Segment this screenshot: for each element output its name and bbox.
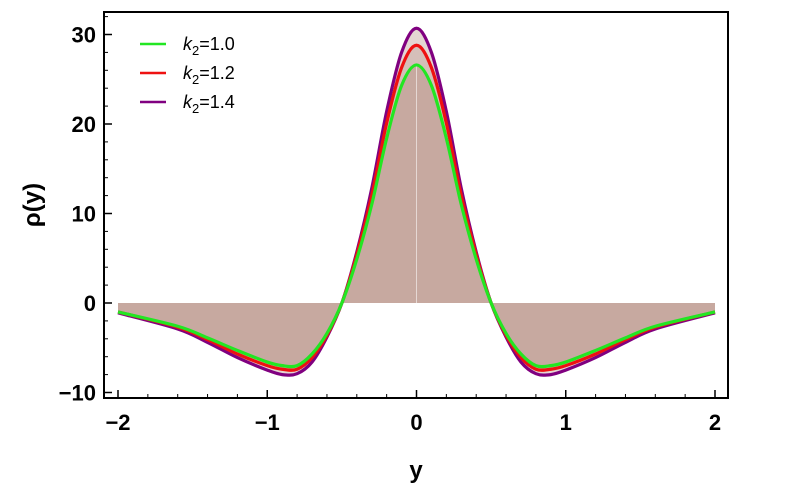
y-tick-label: 0	[84, 291, 96, 316]
y-axis-ticks: −10 0 10 20 30	[59, 16, 112, 406]
y-tick-label: 10	[72, 202, 96, 227]
x-axis-ticks: −2 −1 0 1 2	[105, 390, 721, 435]
legend-label-rest: =1.0	[199, 34, 235, 54]
x-tick-label: −1	[255, 410, 280, 435]
legend-label: k2=1.2	[183, 63, 235, 87]
y-tick-label: 30	[72, 23, 96, 48]
series-line-1-2	[117, 43, 716, 372]
x-tick-label: 1	[560, 410, 572, 435]
legend-label-sub: 2	[192, 101, 199, 116]
y-tick-label: 20	[72, 112, 96, 137]
y-tick-label: −10	[59, 381, 96, 406]
legend-label-sub: 2	[192, 43, 199, 58]
y-axis-label: ρ(y)	[19, 183, 46, 227]
x-tick-label: −2	[105, 410, 130, 435]
legend-label-base: k	[183, 34, 193, 54]
legend-label-rest: =1.2	[199, 63, 235, 83]
legend: k2=1.0k2=1.2k2=1.4	[140, 34, 235, 116]
x-tick-label: 2	[709, 410, 721, 435]
legend-label-rest: =1.4	[199, 92, 235, 112]
legend-label-sub: 2	[192, 72, 199, 87]
x-tick-label: 0	[410, 410, 422, 435]
series-line-1-0	[117, 63, 716, 369]
x-axis-label: y	[409, 457, 423, 484]
series-line-1-4	[117, 26, 716, 377]
legend-label-base: k	[183, 63, 193, 83]
legend-label: k2=1.0	[183, 34, 235, 58]
legend-label-base: k	[183, 92, 193, 112]
legend-label: k2=1.4	[183, 92, 235, 116]
series-lines	[117, 26, 716, 377]
